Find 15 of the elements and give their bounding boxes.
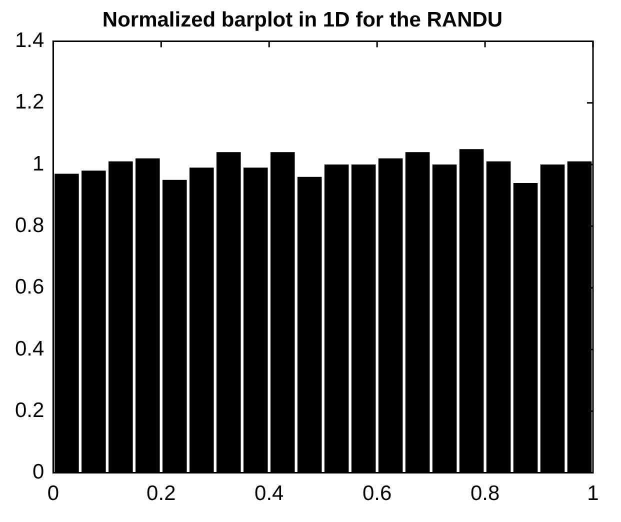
x-tick-label: 0.4 — [254, 482, 284, 506]
y-tick-label: 0.8 — [14, 214, 44, 237]
chart-title: Normalized barplot in 1D for the RANDU — [102, 8, 503, 32]
x-tick-label: 1 — [587, 482, 599, 506]
x-tick-label: 0 — [47, 482, 60, 506]
x-tick-label: 0.8 — [470, 482, 500, 506]
y-tick-label: 0.4 — [14, 337, 45, 360]
y-tick-label: 1.2 — [14, 90, 44, 114]
y-tick-label: 0.2 — [14, 398, 44, 422]
y-tick-label: 1 — [32, 152, 44, 176]
y-tick-label: 0.6 — [14, 276, 44, 299]
x-tick-label: 0.6 — [362, 482, 392, 506]
x-tick-label: 0.2 — [146, 482, 176, 506]
y-tick-label: 0 — [32, 460, 44, 484]
y-tick-label: 1.4 — [14, 28, 45, 52]
